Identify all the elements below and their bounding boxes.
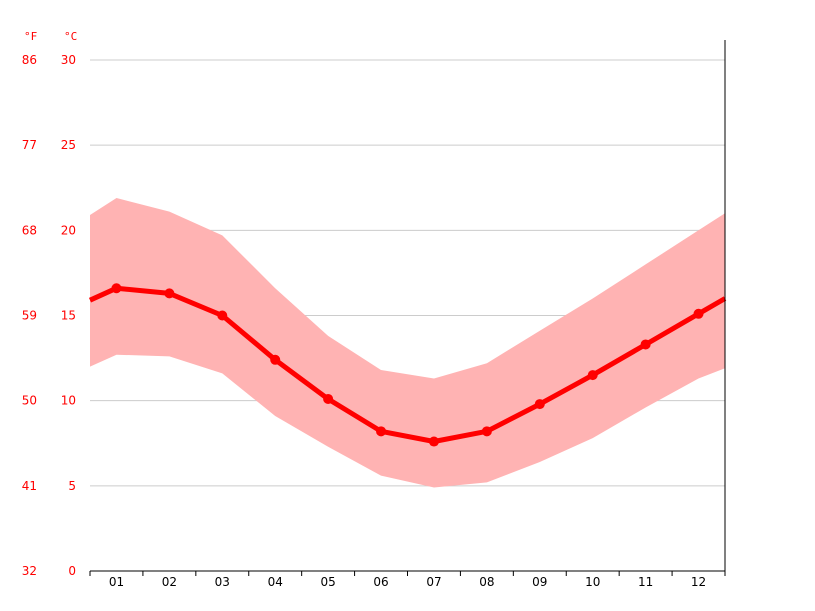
month-label-07: 07	[426, 575, 441, 589]
mean-point-07	[428, 436, 439, 447]
mean-point-12	[693, 308, 704, 319]
fahrenheit-tick-32: 32	[22, 564, 37, 578]
celsius-tick-20: 20	[61, 223, 76, 237]
mean-point-04	[270, 354, 281, 365]
mean-point-02	[164, 288, 175, 299]
month-label-01: 01	[109, 575, 124, 589]
mean-point-03	[217, 310, 228, 321]
celsius-tick-labels: 0 5 10 15 20 25 30	[61, 53, 76, 578]
month-label-12: 12	[691, 575, 706, 589]
month-label-05: 05	[320, 575, 335, 589]
month-tick-labels: 01 02 03 04 05 06 07 08 09 10 11 12	[109, 575, 706, 589]
celsius-tick-15: 15	[61, 309, 76, 323]
celsius-tick-0: 0	[68, 564, 76, 578]
mean-point-11	[640, 339, 651, 350]
fahrenheit-tick-labels: 32 41 50 59 68 77 86	[22, 53, 37, 578]
fahrenheit-tick-77: 77	[22, 138, 37, 152]
axes	[89, 40, 726, 576]
month-label-04: 04	[268, 575, 283, 589]
fahrenheit-unit-label: °F	[24, 30, 37, 43]
month-label-08: 08	[479, 575, 494, 589]
mean-point-10	[587, 370, 598, 381]
fahrenheit-tick-68: 68	[22, 223, 37, 237]
fahrenheit-tick-59: 59	[22, 309, 37, 323]
month-label-03: 03	[215, 575, 230, 589]
mean-point-01	[111, 283, 122, 294]
celsius-tick-5: 5	[68, 479, 76, 493]
fahrenheit-tick-50: 50	[22, 394, 37, 408]
fahrenheit-tick-41: 41	[22, 479, 37, 493]
mean-temperature-line	[88, 285, 727, 444]
celsius-tick-25: 25	[61, 138, 76, 152]
fahrenheit-tick-86: 86	[22, 53, 37, 67]
mean-point-05	[323, 393, 334, 404]
month-label-02: 02	[162, 575, 177, 589]
temperature-range-band	[90, 198, 725, 488]
mean-point-06	[376, 426, 387, 437]
mean-point-08	[481, 426, 492, 437]
month-label-11: 11	[638, 575, 653, 589]
month-label-09: 09	[532, 575, 547, 589]
mean-point-09	[534, 399, 545, 410]
celsius-tick-30: 30	[61, 53, 76, 67]
mean-temperature-points	[111, 283, 704, 447]
month-label-10: 10	[585, 575, 600, 589]
celsius-tick-10: 10	[61, 394, 76, 408]
month-label-06: 06	[373, 575, 388, 589]
celsius-unit-label: °C	[64, 30, 77, 43]
